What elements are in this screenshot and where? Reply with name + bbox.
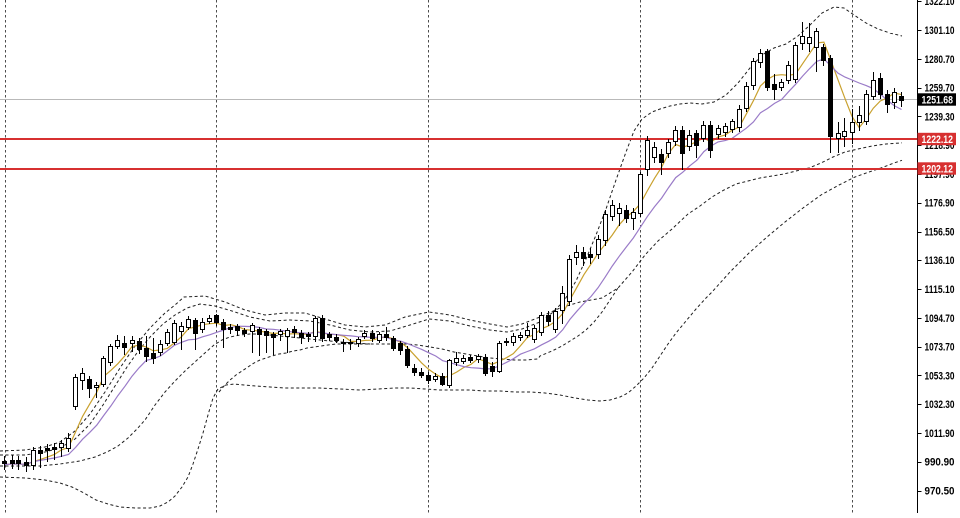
svg-text:990.90: 990.90 xyxy=(925,457,955,469)
svg-text:1259.70: 1259.70 xyxy=(925,83,955,95)
svg-text:1251.68: 1251.68 xyxy=(922,94,954,106)
svg-text:1115.10: 1115.10 xyxy=(925,284,955,296)
svg-text:1176.90: 1176.90 xyxy=(925,198,955,210)
svg-text:1301.10: 1301.10 xyxy=(925,25,955,37)
svg-text:1136.10: 1136.10 xyxy=(925,255,955,267)
svg-text:1094.70: 1094.70 xyxy=(925,313,955,325)
svg-text:1032.30: 1032.30 xyxy=(925,399,955,411)
svg-text:1239.30: 1239.30 xyxy=(925,111,955,123)
svg-text:1011.90: 1011.90 xyxy=(925,428,955,440)
svg-text:1156.50: 1156.50 xyxy=(925,226,955,238)
svg-text:1280.70: 1280.70 xyxy=(925,54,955,66)
svg-text:970.50: 970.50 xyxy=(925,486,955,498)
svg-text:1053.30: 1053.30 xyxy=(925,370,955,382)
svg-text:1073.70: 1073.70 xyxy=(925,342,955,354)
svg-text:1202.12: 1202.12 xyxy=(922,163,954,175)
svg-text:1322.10: 1322.10 xyxy=(925,0,955,8)
svg-text:1222.12: 1222.12 xyxy=(922,134,954,146)
